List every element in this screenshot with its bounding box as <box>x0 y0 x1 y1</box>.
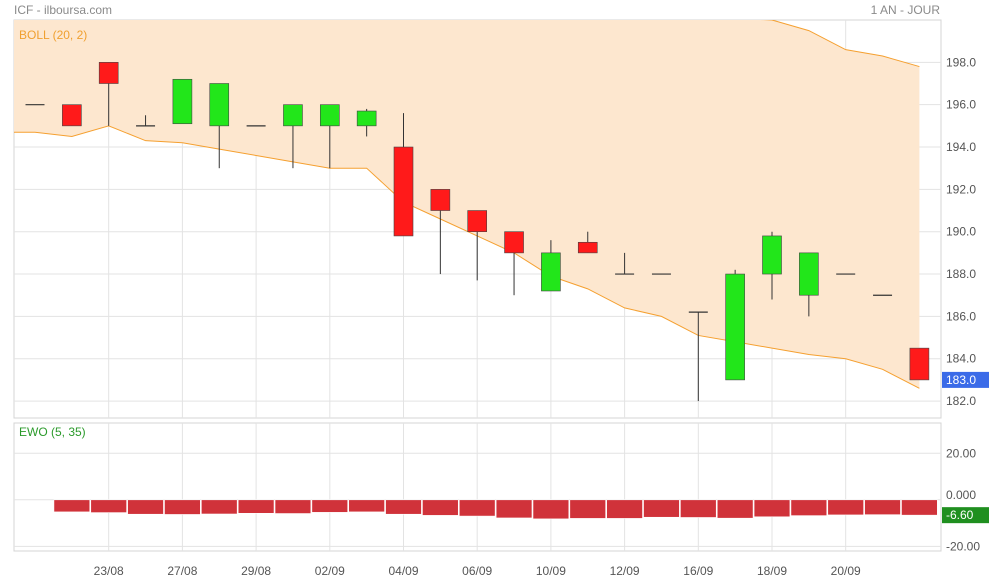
candle-body <box>319 104 340 127</box>
price-y-tick-label: 194.0 <box>946 140 976 154</box>
x-tick-label: 18/09 <box>757 564 787 578</box>
x-tick-label: 02/09 <box>315 564 345 578</box>
ewo-bar <box>127 499 164 515</box>
ewo-bar <box>901 499 938 516</box>
ewo-bar <box>164 499 201 515</box>
x-tick-label: 27/08 <box>167 564 197 578</box>
ewo-bar <box>90 499 127 513</box>
candle-body <box>98 62 119 84</box>
ewo-bar <box>237 499 275 514</box>
ewo-bar <box>753 499 791 518</box>
bollinger-lower-line <box>14 125 920 389</box>
x-tick-label: 10/09 <box>536 564 566 578</box>
ewo-last-value-tag <box>942 507 989 524</box>
ewo-bar <box>569 499 606 519</box>
price-y-tick-label: 190.0 <box>946 225 976 239</box>
axes: 23/08 27/08 29/08 02/09 04/09 06/09 10/09 12/09… <box>94 55 989 578</box>
candle-body <box>909 347 930 381</box>
candle-body <box>577 241 598 254</box>
ewo-bar <box>864 499 901 515</box>
price-y-tick-label: 182.0 <box>946 394 976 408</box>
candlestick-series <box>25 62 930 402</box>
candle-body <box>504 231 524 254</box>
boll-indicator-label: BOLL (20, 2) <box>19 28 87 42</box>
x-tick-label: 16/09 <box>683 564 713 578</box>
ewo-bar <box>422 499 459 516</box>
x-tick-label: 04/09 <box>388 564 418 578</box>
ewo-y-tick-label: 20.00 <box>946 446 976 460</box>
ewo-bar <box>716 499 754 519</box>
candle-body <box>762 235 782 275</box>
x-tick-label: 06/09 <box>462 564 492 578</box>
ewo-y-tick-label: 0.000 <box>946 488 976 502</box>
ewo-bar <box>827 499 864 516</box>
ewo-last-value-tag-label: -6.60 <box>946 508 974 522</box>
ewo-indicator-label: EWO (5, 35) <box>19 425 86 439</box>
ewo-bar <box>348 499 385 513</box>
ewo-bar <box>532 499 570 520</box>
price-y-tick-label: 198.0 <box>946 55 976 69</box>
price-y-tick-label: 196.0 <box>946 98 976 112</box>
ewo-bar <box>643 499 680 518</box>
ewo-bar <box>606 499 643 519</box>
ewo-bar <box>201 499 238 515</box>
ewo-bar-series <box>53 499 938 520</box>
price-y-tick-label: 186.0 <box>946 309 976 323</box>
price-y-tick-label: 184.0 <box>946 352 976 366</box>
price-y-tick-label: 188.0 <box>946 267 976 281</box>
ewo-bar <box>495 499 533 519</box>
candle-body <box>467 210 488 233</box>
x-tick-label: 23/08 <box>94 564 124 578</box>
ewo-bar <box>790 499 828 516</box>
candle-body <box>283 104 303 127</box>
candle-body <box>393 146 414 237</box>
last-price-tag-label: 183.0 <box>946 373 976 387</box>
price-y-tick-label: 192.0 <box>946 182 976 196</box>
last-price-tag <box>942 371 989 388</box>
ewo-bar <box>274 499 312 514</box>
x-tick-label: 12/09 <box>610 564 640 578</box>
candle-body <box>799 252 819 296</box>
ewo-bar <box>458 499 496 517</box>
x-tick-label: 29/08 <box>241 564 271 578</box>
candle-body <box>430 189 451 211</box>
candle-body <box>62 104 82 127</box>
candle-body <box>356 110 377 127</box>
symbol-source-label: ICF - ilboursa.com <box>14 3 113 17</box>
candle-body <box>209 83 230 127</box>
candle-body <box>541 252 561 292</box>
ewo-bar <box>53 499 91 513</box>
bollinger-bands <box>14 20 920 389</box>
bollinger-upper-line <box>760 20 920 68</box>
x-tick-label: 20/09 <box>831 564 861 578</box>
ewo-y-tick-label: -20.00 <box>946 539 980 553</box>
ewo-bar <box>311 499 349 513</box>
period-label[interactable]: 1 AN - JOUR <box>870 3 940 17</box>
bollinger-band-area <box>14 20 920 389</box>
ewo-bar <box>385 499 422 515</box>
candle-body <box>725 273 745 381</box>
ewo-bar <box>680 499 717 518</box>
candle-body <box>172 78 193 125</box>
